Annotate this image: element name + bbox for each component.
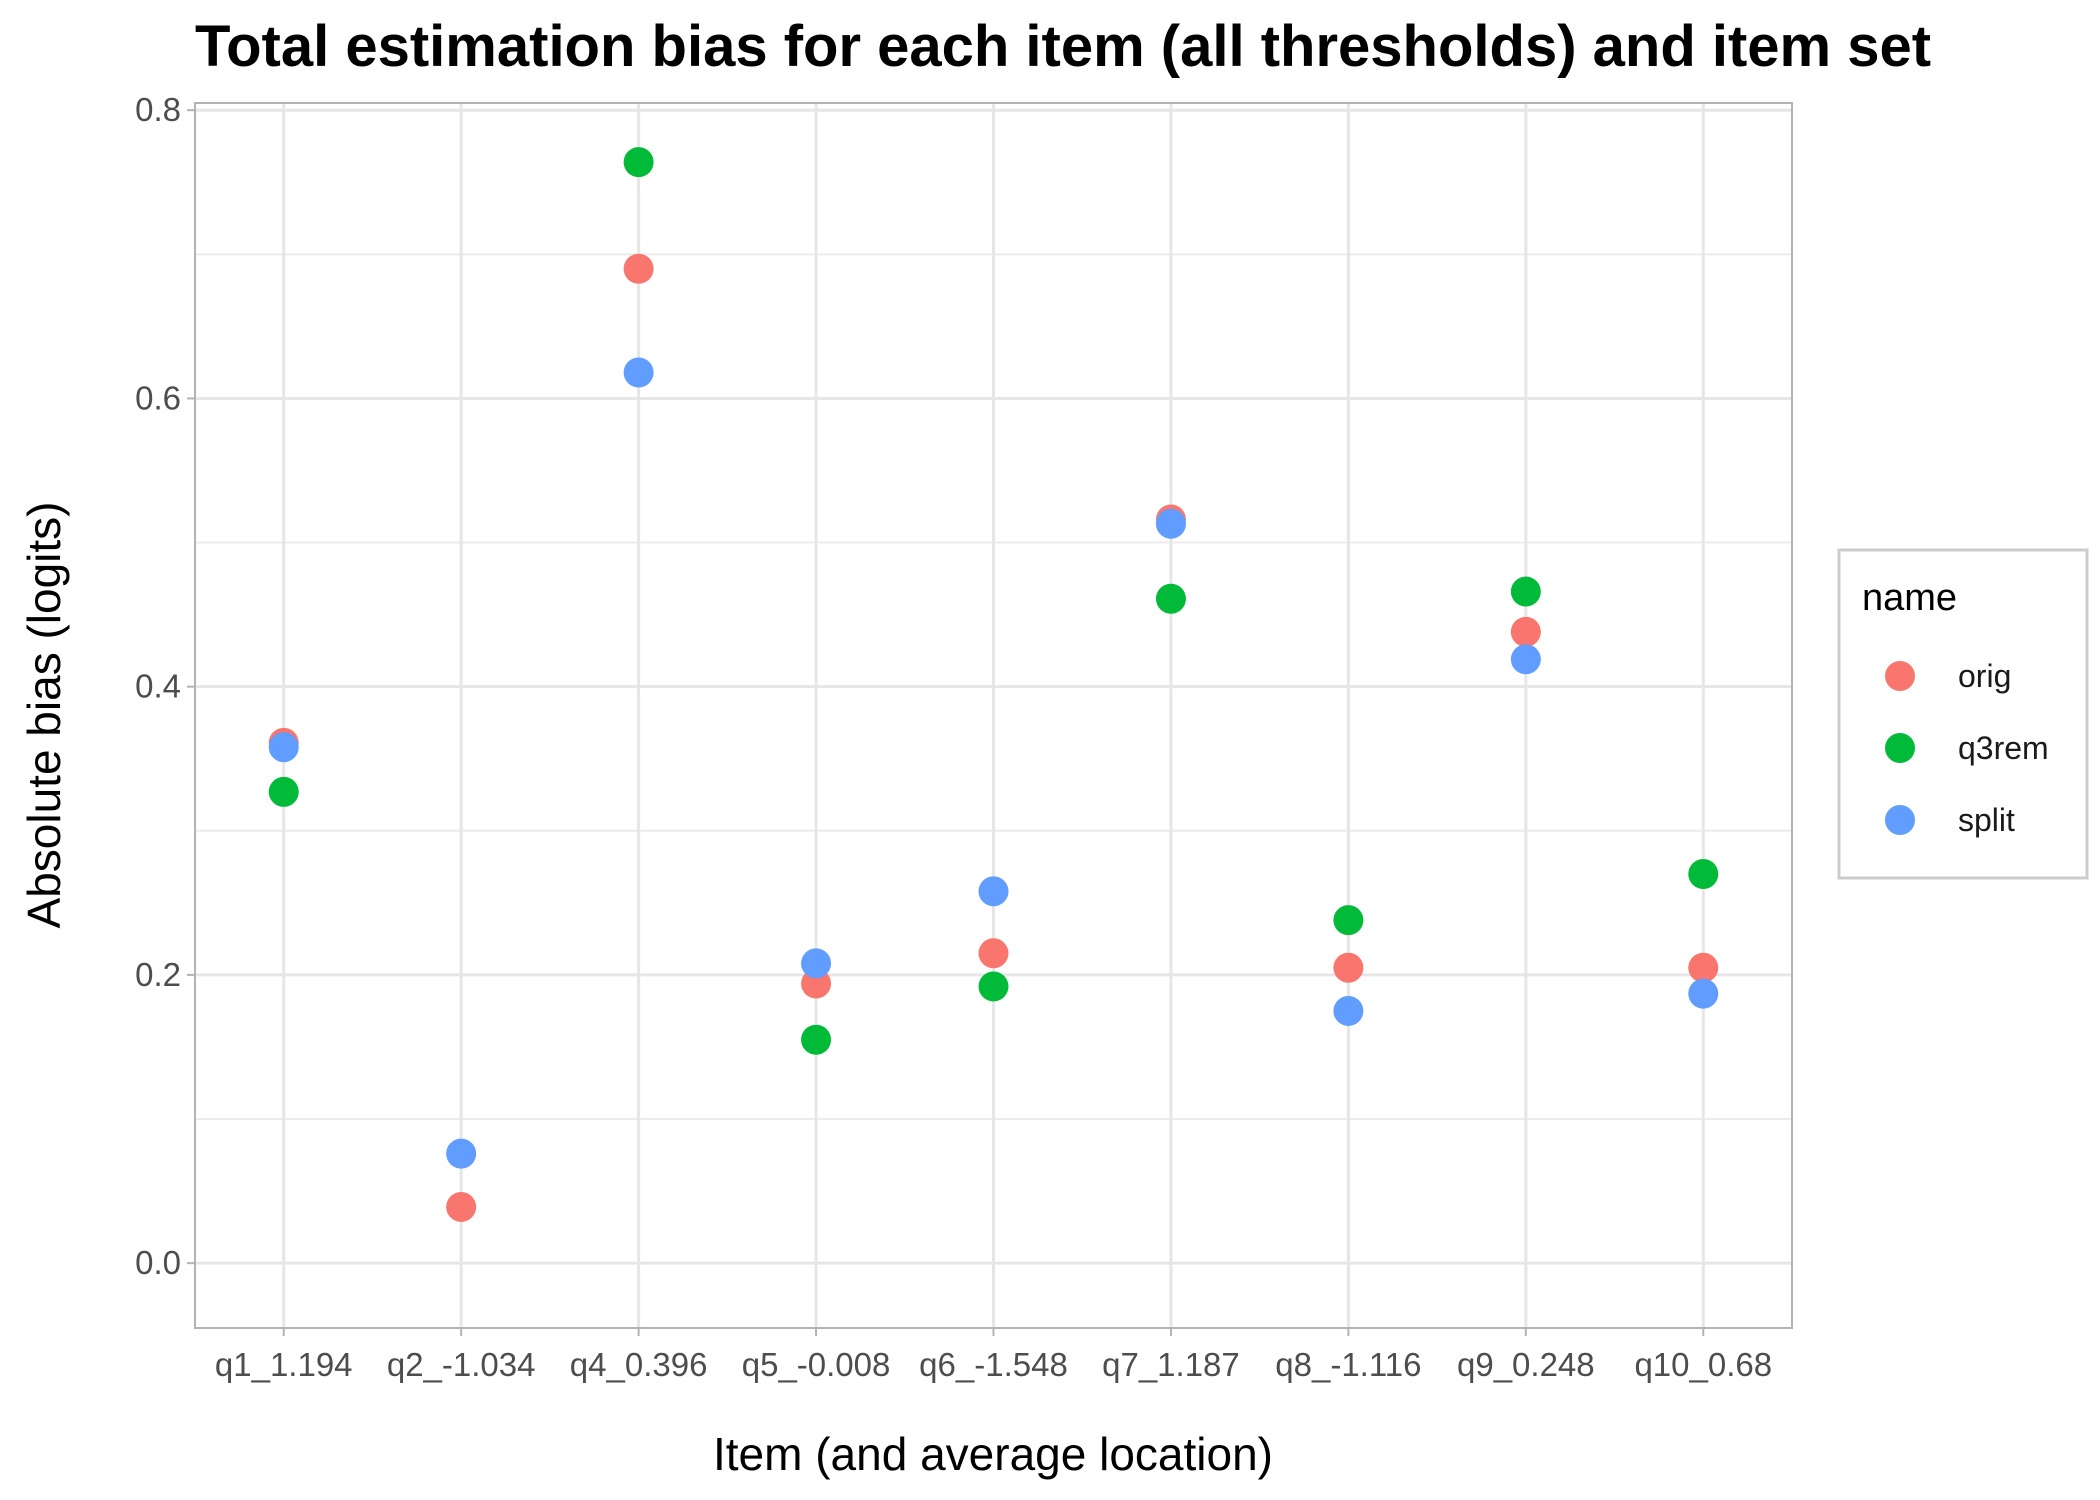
- point-split: [1510, 644, 1541, 675]
- point-q3rem: [623, 147, 654, 178]
- x-tick-label: q9_0.248: [1457, 1346, 1595, 1383]
- point-q3rem: [268, 776, 299, 807]
- point-q3rem: [1510, 576, 1541, 607]
- legend-key-q3rem: [1885, 733, 1915, 763]
- point-q3rem: [1688, 859, 1719, 890]
- x-axis-title: Item (and average location): [713, 1428, 1273, 1480]
- y-tick-label: 0.6: [135, 379, 181, 416]
- point-orig: [1333, 952, 1364, 983]
- y-axis-title: Absolute bias (logits): [18, 502, 70, 929]
- y-tick-label: 0.2: [135, 956, 181, 993]
- point-q3rem: [801, 1024, 832, 1055]
- y-tick-label: 0.8: [135, 91, 181, 128]
- point-split: [978, 876, 1009, 907]
- y-tick-label: 0.4: [135, 668, 181, 705]
- point-orig: [978, 938, 1009, 969]
- x-tick-label: q4_0.396: [570, 1346, 708, 1383]
- x-axis-ticks: q1_1.194 q2_-1.034 q4_0.396 q5_-0.008 q6_-1.…: [215, 1328, 1772, 1383]
- y-tick-label: 0.0: [135, 1244, 181, 1281]
- point-orig: [1510, 616, 1541, 647]
- legend-box: [1837, 548, 2089, 880]
- legend-title: name: [1862, 577, 1957, 619]
- point-q3rem: [1333, 905, 1364, 936]
- x-tick-label: q7_1.187: [1102, 1346, 1240, 1383]
- data-points: [268, 147, 1719, 1222]
- legend-label-orig: orig: [1958, 658, 2011, 694]
- legend-items: orig q3rem split: [1885, 658, 2049, 838]
- point-split: [1688, 978, 1719, 1009]
- point-orig: [1688, 952, 1719, 983]
- point-q3rem: [1155, 583, 1186, 614]
- point-split: [268, 732, 299, 763]
- point-q3rem: [978, 971, 1009, 1002]
- x-tick-label: q10_0.68: [1634, 1346, 1772, 1383]
- point-orig: [623, 253, 654, 284]
- point-split: [1155, 508, 1186, 539]
- point-split: [801, 948, 832, 979]
- legend-label-split: split: [1958, 802, 2015, 838]
- point-split: [1333, 995, 1364, 1026]
- x-tick-label: q6_-1.548: [919, 1346, 1068, 1383]
- point-split: [623, 357, 654, 388]
- x-tick-label: q5_-0.008: [742, 1346, 891, 1383]
- chart-title: Total estimation bias for each item (all…: [195, 14, 1931, 79]
- legend: name orig q3rem split: [1837, 548, 2089, 880]
- plot-grid: [195, 103, 1792, 1328]
- point-orig: [446, 1191, 477, 1222]
- x-tick-label: q2_-1.034: [387, 1346, 536, 1383]
- y-axis-ticks: 0.0 0.2 0.4 0.6 0.8: [135, 91, 195, 1281]
- legend-label-q3rem: q3rem: [1958, 730, 2049, 766]
- legend-key-orig: [1885, 661, 1915, 691]
- point-split: [446, 1138, 477, 1169]
- x-tick-label: q1_1.194: [215, 1346, 353, 1383]
- legend-key-split: [1885, 805, 1915, 835]
- x-tick-label: q8_-1.116: [1275, 1346, 1421, 1383]
